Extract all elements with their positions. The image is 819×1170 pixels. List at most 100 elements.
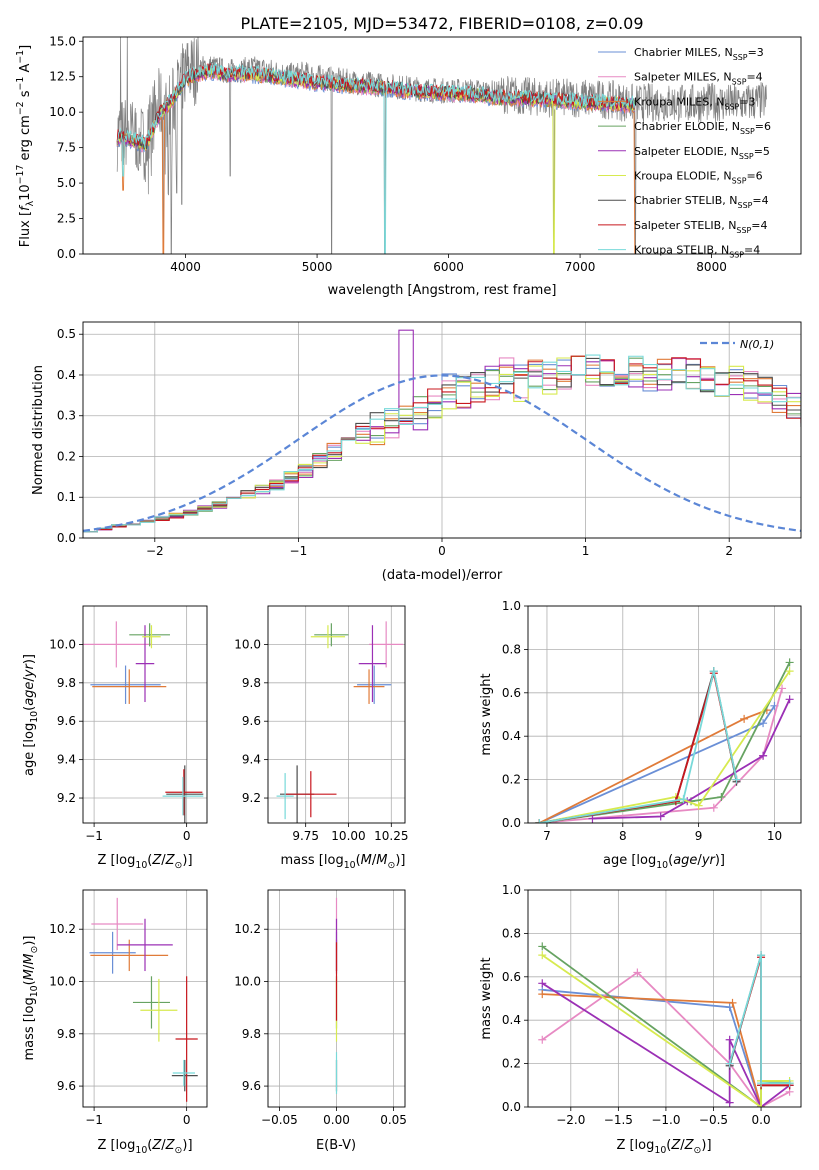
y-tick-label: 9.8 [57, 1027, 76, 1041]
legend-entry: Salpeter MILES, NSSP=4 [634, 71, 763, 87]
label-part: )] [715, 853, 725, 868]
y-tick-label: 7.5 [57, 141, 76, 155]
label-part: Flux [ [18, 211, 33, 247]
y-tick-label: 1.0 [502, 883, 521, 897]
label-part: 10 [18, 184, 33, 201]
age-vs-mass-axes: 9.75 10.00 10.25 9.2 9.4 9.6 9.8 10.0 mass [log1… [234, 605, 408, 871]
label-part: N(0,1) [740, 338, 774, 351]
label-part: SSP [732, 177, 747, 186]
y-tick-label: 9.2 [57, 791, 76, 805]
label-part: =5 [754, 145, 770, 158]
y-tick-label: 0.8 [502, 642, 521, 656]
y-tick-label: 9.6 [57, 714, 76, 728]
label-part: =4 [746, 71, 762, 84]
label-part: ( [668, 853, 673, 868]
label-part: )] [22, 654, 37, 664]
label-part: / [22, 964, 37, 969]
weight-marker [785, 667, 794, 676]
x-tick-label: 6000 [433, 260, 464, 274]
label-part: ⊙ [29, 946, 40, 954]
label-part: −1 [15, 50, 26, 64]
label-part: erg cm [18, 115, 33, 164]
axes-frame [527, 605, 802, 824]
label-part: ⊙ [175, 860, 183, 871]
x-axis-label: (data-model)/error [382, 568, 503, 583]
weight-line [541, 954, 790, 1107]
label-part: SSP [740, 127, 755, 136]
label-part: 10 [135, 1145, 147, 1156]
plot-area [83, 329, 801, 533]
axes-frame [82, 36, 802, 255]
y-tick-label: 9.6 [242, 1079, 261, 1093]
x-tick-label: −1 [85, 1113, 103, 1127]
weight-marker [656, 812, 665, 821]
label-part: M [22, 969, 37, 980]
y-tick-label: 10.0 [49, 105, 76, 119]
x-tick-label: 1 [582, 544, 590, 558]
label-part: SSP [736, 226, 751, 235]
label-part: Z [165, 853, 176, 868]
legend-entry: Salpeter ELODIE, NSSP=5 [634, 145, 770, 161]
weight-vs-z-axes: −2.0 −1.5 −1.0 −0.5 0.0 0.0 0.2 0.4 0.6 0.8 1.0 mas… [479, 883, 802, 1156]
histogram-kroupa-stelib [83, 354, 801, 533]
x-tick-label: 0 [438, 544, 446, 558]
weight-marker [725, 1035, 734, 1044]
label-part: Z [log [97, 1138, 135, 1153]
weight-marker [785, 658, 794, 667]
weight-marker [679, 795, 688, 804]
axes-frame [267, 605, 406, 824]
label-part: 10 [654, 1145, 666, 1156]
label-part: −2 [15, 101, 26, 115]
label-part: Z [684, 1138, 695, 1153]
x-tick-label: 8 [619, 829, 627, 843]
x-tick-label: 5000 [302, 260, 333, 274]
weight-marker [538, 951, 547, 960]
x-tick-label: −0.05 [261, 1113, 298, 1127]
label-part: ( [22, 706, 37, 711]
label-part: Kroupa ELODIE, N [634, 170, 732, 183]
legend-entry: Kroupa STELIB, NSSP=4 [634, 244, 760, 260]
x-tick-label: 9.75 [292, 829, 319, 843]
weight-line [539, 670, 738, 823]
x-tick-label: 0 [183, 829, 191, 843]
x-tick-label: 4000 [170, 260, 201, 274]
label-part: / [22, 677, 37, 682]
x-tick-label: 0.05 [380, 1113, 407, 1127]
label-part: Z [151, 1138, 162, 1153]
y-tick-label: 1.0 [502, 599, 521, 613]
label-part: age [22, 682, 37, 706]
weight-marker [757, 1079, 766, 1088]
label-part: 10 [135, 860, 147, 871]
x-tick-label: −0.5 [699, 1113, 728, 1127]
y-tick-label: 12.5 [49, 70, 76, 84]
weight-marker [785, 695, 794, 704]
label-part: SSP [724, 102, 739, 111]
x-tick-label: 2 [725, 544, 733, 558]
label-part: =4 [744, 244, 760, 257]
label-part: −1 [15, 77, 26, 91]
weight-marker [728, 998, 737, 1007]
x-tick-label: 10.25 [374, 829, 408, 843]
y-tick-label: 10.0 [234, 637, 261, 651]
label-part: ( [666, 1138, 671, 1153]
y-tick-label: 0.0 [502, 1100, 521, 1114]
label-part: yr [22, 662, 37, 678]
label-part: mass [log [22, 997, 37, 1060]
label-part: ( [147, 1138, 152, 1153]
weight-vs-age-axes: 7 8 9 10 0.0 0.2 0.4 0.6 0.8 1.0 mass weight age [l… [479, 599, 802, 871]
histogram-salpeter-stelib [83, 355, 801, 533]
x-tick-label: −1 [290, 544, 308, 558]
normal-curve [83, 374, 801, 532]
label-part: ⊙ [388, 860, 396, 871]
y-tick-label: 0.0 [502, 816, 521, 830]
legend-entry: Chabrier STELIB, NSSP=4 [634, 194, 769, 210]
y-tick-label: 2.5 [57, 212, 76, 226]
label-part: )] [182, 853, 192, 868]
label-part: f [18, 204, 33, 211]
mass-vs-ebv-axes: −0.05 0.00 0.05 9.6 9.8 10.0 10.2 E(B-V) [234, 889, 407, 1153]
chart-title: PLATE=2105, MJD=53472, FIBERID=0108, z=0… [240, 14, 643, 33]
model-spectrum [116, 61, 636, 254]
label-part: Z [151, 853, 162, 868]
y-tick-label: 0.5 [57, 327, 76, 341]
label-part: M [361, 853, 372, 868]
